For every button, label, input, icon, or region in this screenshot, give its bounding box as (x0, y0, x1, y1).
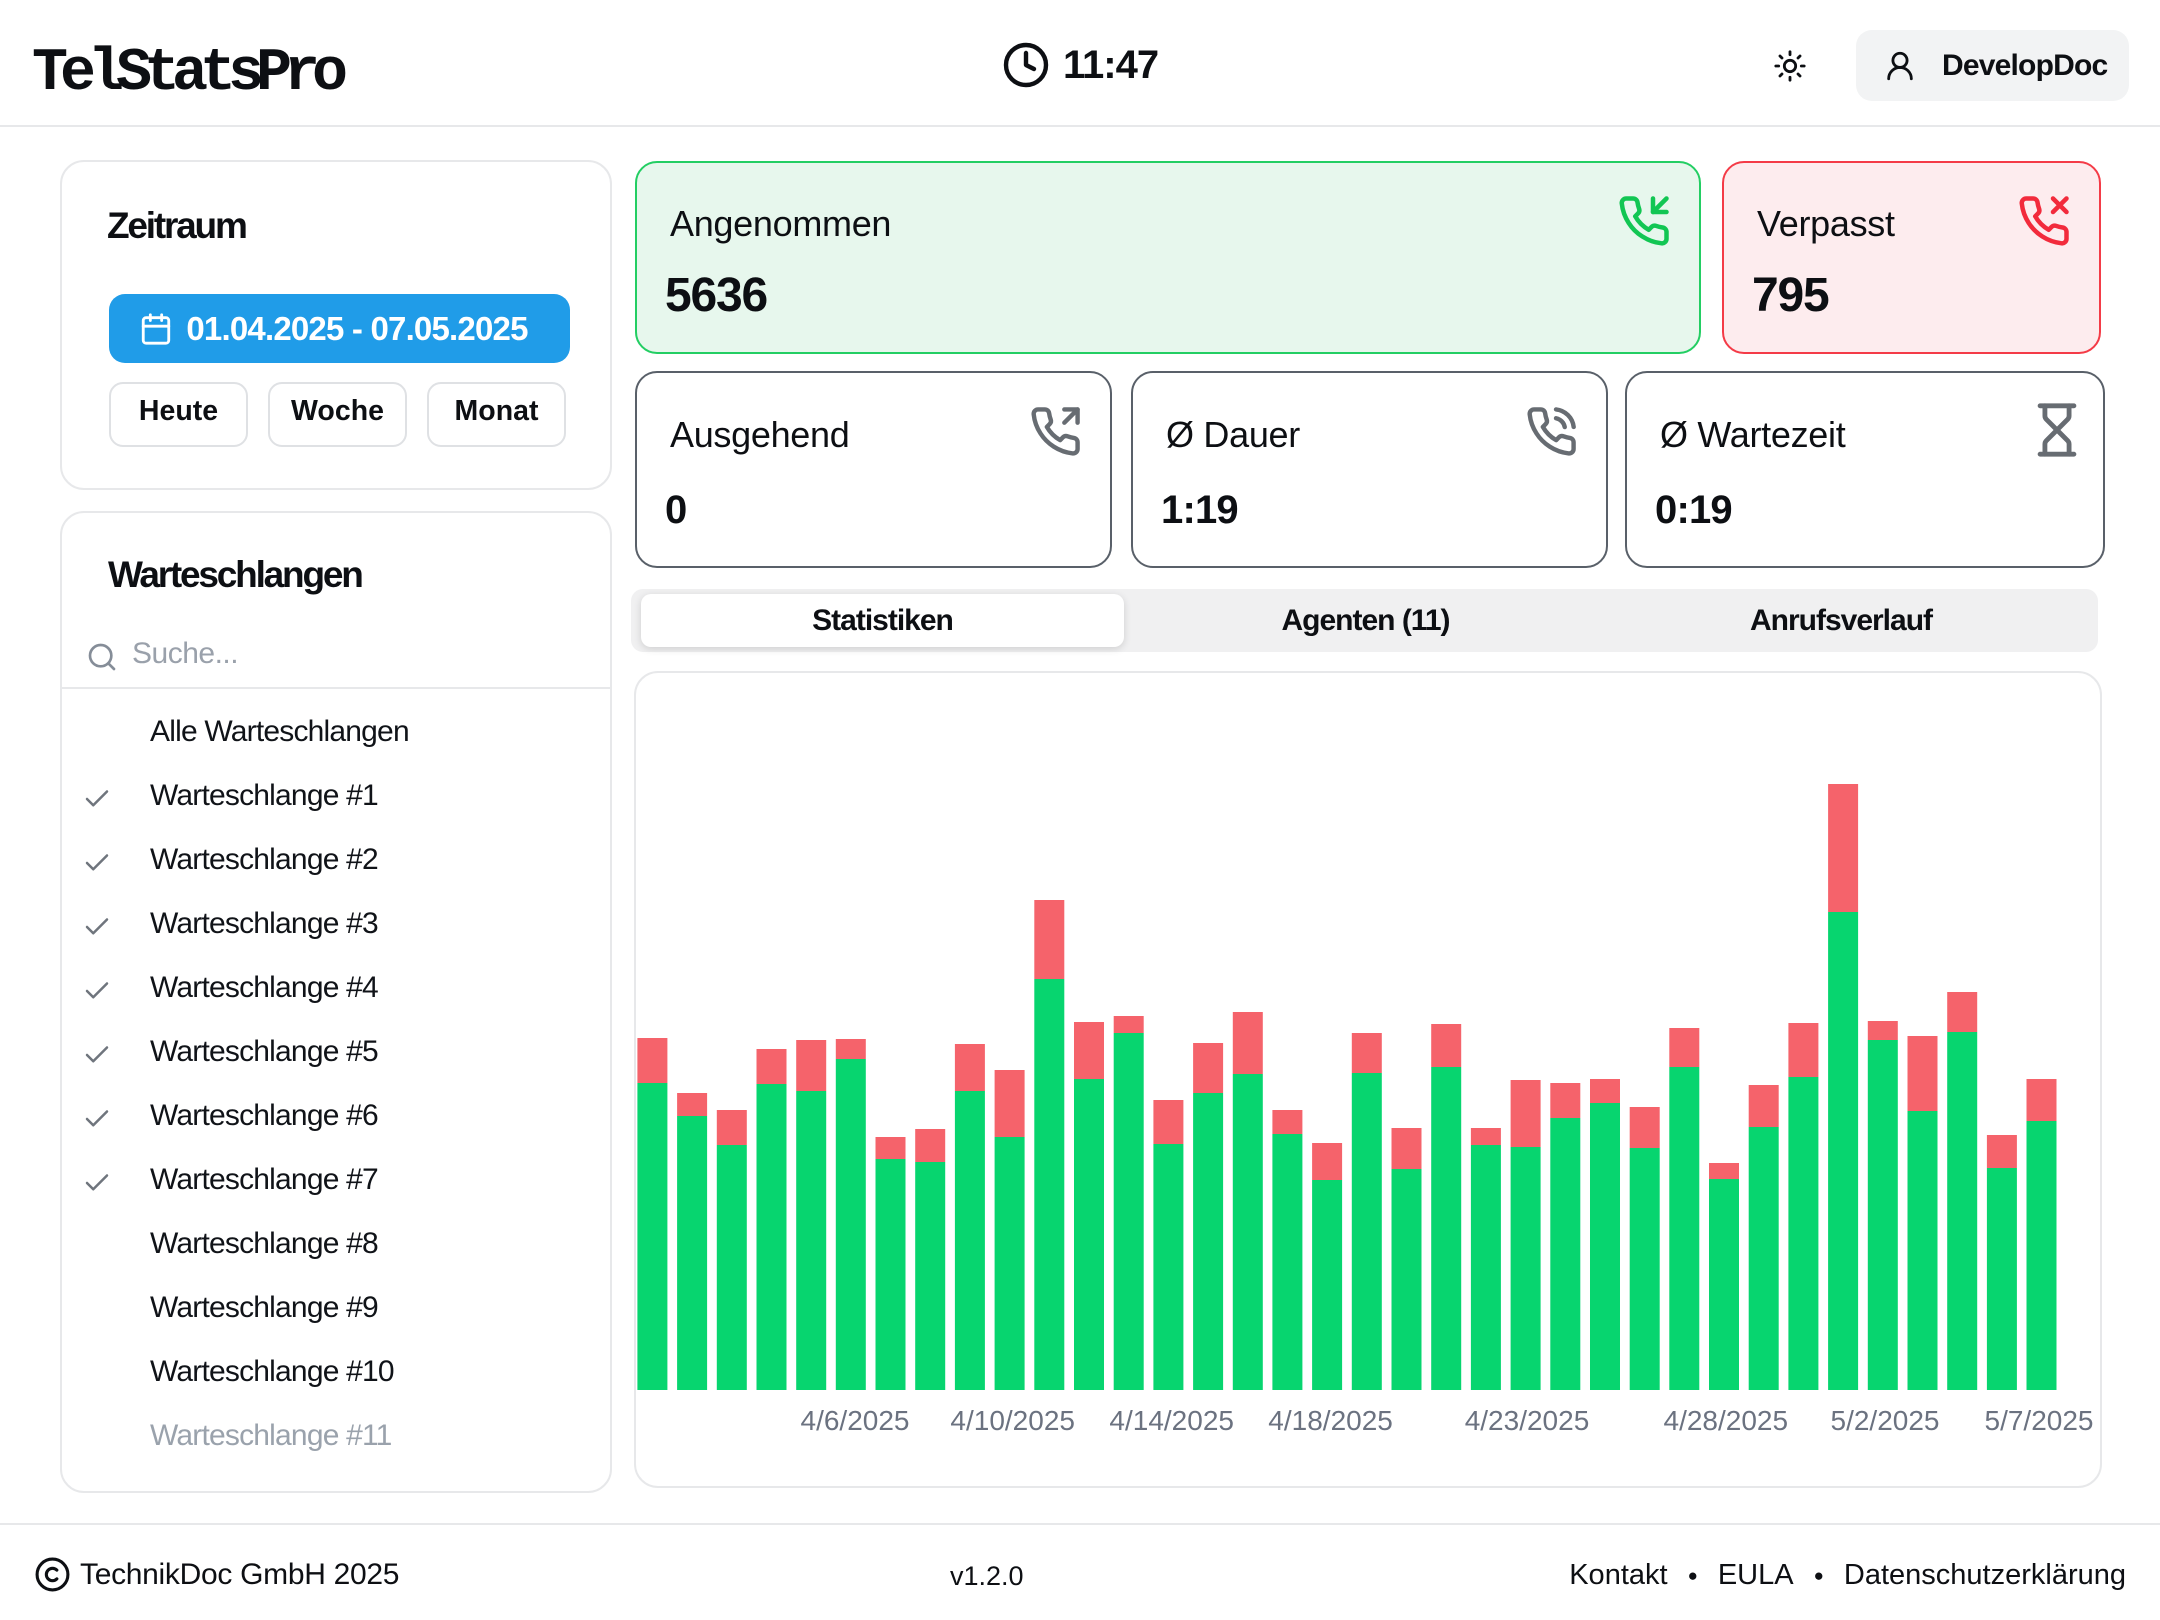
svg-text:5/7/2025: 5/7/2025 (1985, 1405, 2094, 1436)
svg-text:4/6/2025: 4/6/2025 (801, 1405, 910, 1436)
svg-text:5/2/2025: 5/2/2025 (1831, 1405, 1940, 1436)
svg-text:4/18/2025: 4/18/2025 (1268, 1405, 1393, 1436)
svg-text:4/14/2025: 4/14/2025 (1109, 1405, 1234, 1436)
svg-text:4/23/2025: 4/23/2025 (1465, 1405, 1590, 1436)
svg-text:4/28/2025: 4/28/2025 (1664, 1405, 1789, 1436)
svg-text:4/10/2025: 4/10/2025 (950, 1405, 1075, 1436)
